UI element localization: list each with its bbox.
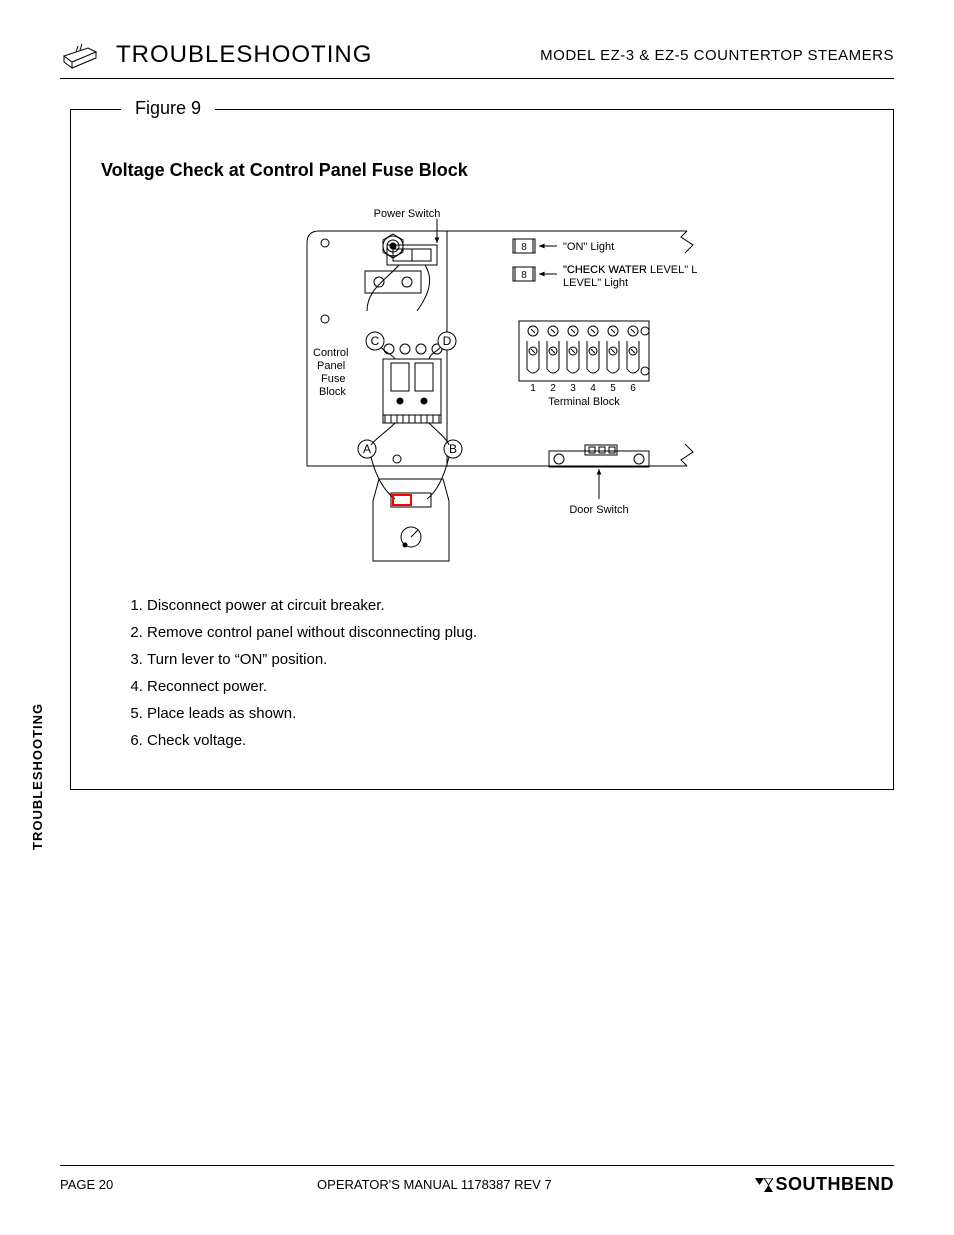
svg-text:1: 1 <box>530 383 536 394</box>
brand: SOUTHBEND <box>755 1174 894 1195</box>
diagram-container: Power Switch 8 "ON" Light 8 "CHECK WATER LEV… <box>101 201 863 571</box>
figure-box: Figure 9 Voltage Check at Control Panel … <box>70 109 894 790</box>
svg-text:C: C <box>371 334 380 348</box>
page-footer: PAGE 20 OPERATOR'S MANUAL 1178387 REV 7 … <box>60 1165 894 1195</box>
svg-text:4: 4 <box>590 383 596 394</box>
svg-text:Terminal Block: Terminal Block <box>548 396 620 408</box>
step-item: Check voltage. <box>147 732 863 749</box>
svg-text:B: B <box>449 442 457 456</box>
figure-title: Voltage Check at Control Panel Fuse Bloc… <box>101 160 863 181</box>
header-left: TROUBLESHOOTING <box>60 40 372 70</box>
svg-text:Door Switch: Door Switch <box>569 504 628 516</box>
page-header: TROUBLESHOOTING MODEL EZ-3 & EZ-5 COUNTE… <box>60 40 894 79</box>
steamer-icon <box>60 40 100 70</box>
section-title: TROUBLESHOOTING <box>116 41 372 69</box>
svg-text:6: 6 <box>630 383 636 394</box>
brand-text: SOUTHBEND <box>775 1174 894 1195</box>
side-tab: TROUBLESHOOTING <box>30 703 45 850</box>
step-item: Turn lever to “ON” position. <box>147 651 863 668</box>
procedure-steps: Disconnect power at circuit breaker. Remo… <box>101 597 863 749</box>
svg-text:3: 3 <box>570 383 576 394</box>
svg-text:5: 5 <box>610 383 616 394</box>
step-item: Remove control panel without disconnecti… <box>147 624 863 641</box>
step-item: Disconnect power at circuit breaker. <box>147 597 863 614</box>
svg-text:Power Switch: Power Switch <box>374 208 441 220</box>
manual-id: OPERATOR'S MANUAL 1178387 REV 7 <box>317 1177 552 1192</box>
svg-text:2: 2 <box>550 383 556 394</box>
step-item: Reconnect power. <box>147 678 863 695</box>
figure-label: Figure 9 <box>121 98 215 119</box>
step-item: Place leads as shown. <box>147 705 863 722</box>
svg-text:8: 8 <box>521 270 527 281</box>
svg-text:8: 8 <box>521 242 527 253</box>
svg-text:Panel: Panel <box>317 360 345 372</box>
svg-text:Block: Block <box>319 386 346 398</box>
svg-text:"ON" Light: "ON" Light <box>563 241 614 253</box>
svg-text:D: D <box>443 334 452 348</box>
svg-text:LEVEL" Light: LEVEL" Light <box>563 277 628 289</box>
svg-text:Fuse: Fuse <box>321 373 345 385</box>
svg-text:Control: Control <box>313 347 348 359</box>
svg-text:"CHECK WATER: "CHECK WATER <box>563 264 647 276</box>
wiring-diagram: Power Switch 8 "ON" Light 8 "CHECK WATER LEV… <box>267 201 697 571</box>
model-info: MODEL EZ-3 & EZ-5 COUNTERTOP STEAMERS <box>540 47 894 64</box>
page-number: PAGE 20 <box>60 1177 113 1192</box>
brand-logo-icon <box>755 1178 773 1192</box>
svg-text:A: A <box>363 442 371 456</box>
